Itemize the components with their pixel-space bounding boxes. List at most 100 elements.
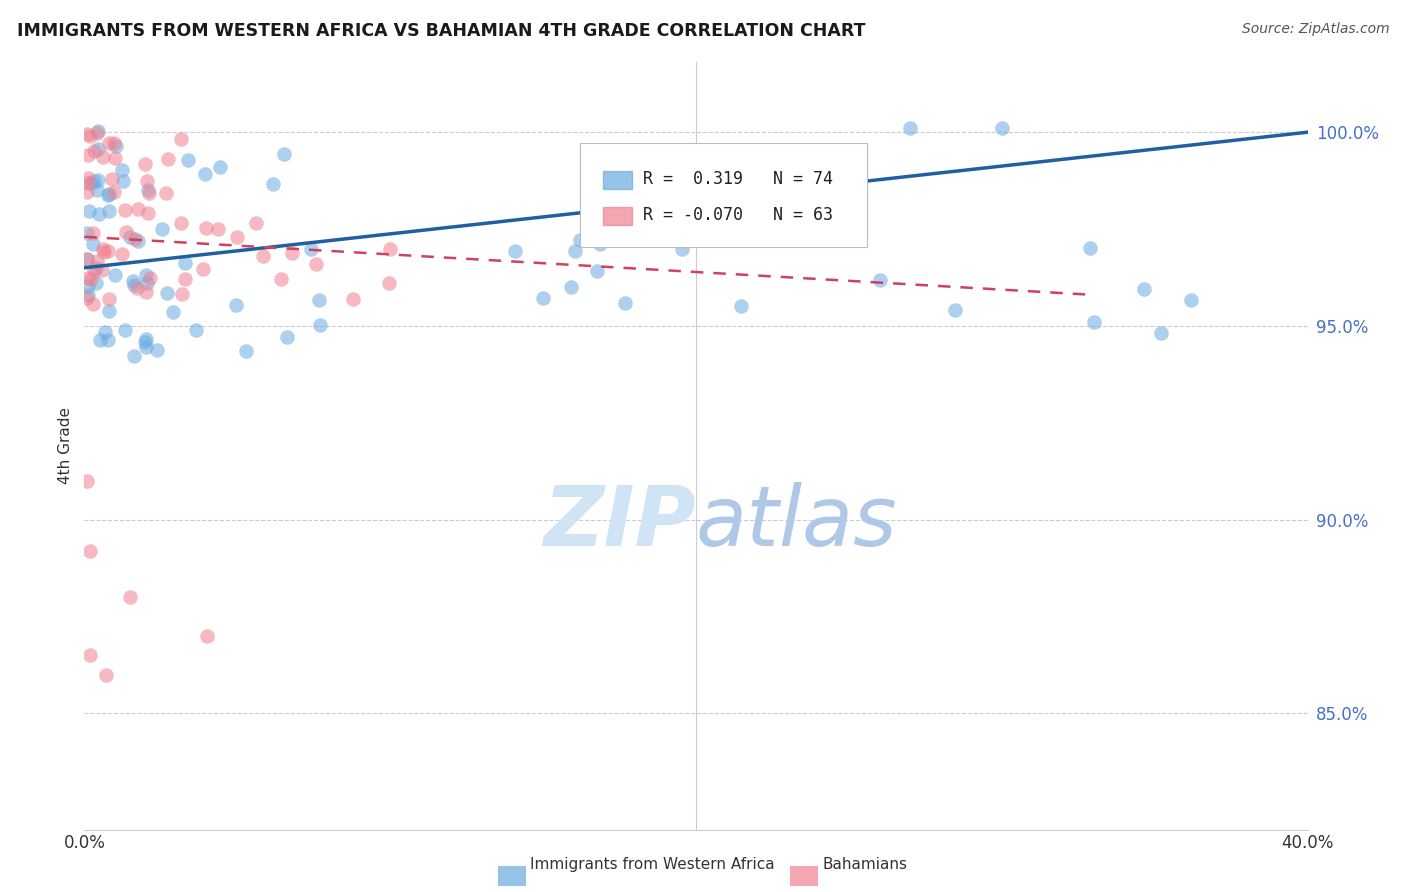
Point bbox=[97, 292, 120, 306]
Point bbox=[114, 202, 136, 217]
Text: ZIP: ZIP bbox=[543, 483, 696, 563]
Point bbox=[96, 188, 118, 202]
Point bbox=[127, 234, 149, 248]
Point bbox=[560, 280, 582, 294]
Point bbox=[82, 227, 104, 241]
Point bbox=[86, 254, 108, 268]
Point bbox=[77, 204, 100, 219]
Point bbox=[138, 206, 160, 220]
Point bbox=[194, 221, 217, 235]
Point bbox=[83, 263, 105, 277]
Point bbox=[270, 272, 292, 286]
Point bbox=[79, 128, 101, 143]
Point bbox=[170, 216, 193, 230]
Point bbox=[380, 242, 402, 256]
Point bbox=[134, 157, 156, 171]
Point bbox=[172, 286, 194, 301]
Point bbox=[235, 344, 257, 359]
Point bbox=[124, 232, 146, 246]
Point bbox=[136, 183, 159, 197]
Point bbox=[122, 274, 145, 288]
Point bbox=[342, 292, 364, 306]
Point bbox=[568, 233, 591, 247]
Point bbox=[84, 276, 107, 290]
Point bbox=[87, 124, 110, 138]
Point bbox=[1150, 326, 1173, 340]
Point bbox=[112, 174, 135, 188]
Point bbox=[174, 272, 197, 286]
Point bbox=[111, 163, 134, 178]
Point bbox=[309, 318, 332, 332]
Point bbox=[97, 244, 120, 258]
Point bbox=[83, 144, 105, 158]
Point bbox=[76, 186, 98, 200]
Point bbox=[564, 244, 586, 259]
Point bbox=[76, 127, 98, 141]
Point bbox=[1133, 282, 1156, 296]
Point bbox=[77, 171, 100, 186]
Text: IMMIGRANTS FROM WESTERN AFRICA VS BAHAMIAN 4TH GRADE CORRELATION CHART: IMMIGRANTS FROM WESTERN AFRICA VS BAHAMI… bbox=[17, 22, 865, 40]
Point bbox=[138, 186, 160, 200]
Point bbox=[225, 229, 247, 244]
Point bbox=[135, 332, 157, 346]
Point bbox=[503, 244, 526, 258]
Point bbox=[157, 152, 180, 166]
FancyBboxPatch shape bbox=[603, 207, 633, 225]
Point bbox=[135, 285, 157, 300]
Point bbox=[173, 256, 195, 270]
Point bbox=[184, 322, 207, 336]
Point bbox=[378, 277, 401, 291]
Point bbox=[93, 325, 115, 339]
Point bbox=[299, 242, 322, 256]
Point bbox=[585, 264, 607, 278]
Point bbox=[136, 276, 159, 290]
Point bbox=[898, 121, 921, 136]
Point bbox=[245, 216, 267, 230]
Point bbox=[177, 153, 200, 167]
Point bbox=[91, 150, 114, 164]
Point bbox=[76, 278, 98, 293]
Point bbox=[156, 285, 179, 300]
Point bbox=[135, 268, 157, 283]
Point bbox=[276, 329, 298, 343]
Point bbox=[1078, 241, 1101, 255]
Text: Bahamians: Bahamians bbox=[823, 857, 907, 872]
Point bbox=[281, 246, 304, 260]
Point bbox=[208, 161, 231, 175]
Text: Source: ZipAtlas.com: Source: ZipAtlas.com bbox=[1241, 22, 1389, 37]
Point bbox=[76, 226, 98, 240]
Point bbox=[89, 333, 111, 347]
Point bbox=[76, 252, 98, 267]
Point bbox=[135, 174, 157, 188]
Point bbox=[262, 177, 284, 191]
Point bbox=[97, 186, 120, 201]
Point bbox=[613, 295, 636, 310]
Point bbox=[76, 291, 98, 305]
Point bbox=[1083, 315, 1105, 329]
Point bbox=[991, 121, 1014, 136]
Point bbox=[730, 299, 752, 313]
Point bbox=[89, 207, 111, 221]
Point bbox=[97, 333, 120, 347]
Point bbox=[150, 221, 173, 235]
Point bbox=[138, 271, 160, 285]
Point bbox=[82, 237, 104, 252]
Point bbox=[304, 257, 326, 271]
Point bbox=[273, 147, 295, 161]
Point bbox=[80, 272, 103, 286]
Text: R =  0.319   N = 74: R = 0.319 N = 74 bbox=[644, 170, 834, 188]
Point bbox=[76, 176, 98, 190]
Point bbox=[146, 343, 169, 357]
Point bbox=[162, 305, 184, 319]
Point bbox=[193, 167, 215, 181]
Point bbox=[225, 297, 247, 311]
Point bbox=[87, 143, 110, 157]
Point bbox=[124, 349, 146, 363]
Point bbox=[120, 590, 142, 604]
FancyBboxPatch shape bbox=[579, 143, 868, 246]
Point bbox=[943, 302, 966, 317]
Point bbox=[79, 543, 101, 558]
Point bbox=[531, 291, 554, 305]
Point bbox=[308, 293, 330, 307]
Point bbox=[252, 249, 274, 263]
